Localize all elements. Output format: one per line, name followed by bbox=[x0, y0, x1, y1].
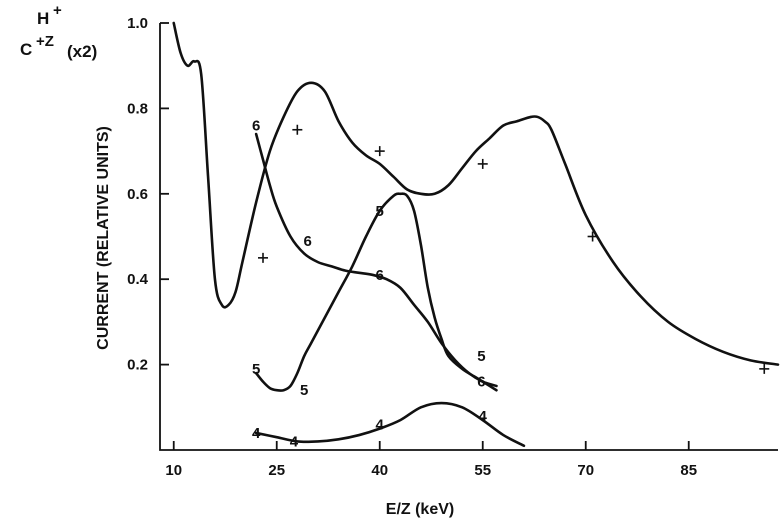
x-tick-label: 85 bbox=[680, 462, 697, 479]
axis-frame bbox=[159, 23, 778, 451]
curve-label: 5 bbox=[376, 203, 384, 220]
x-tick-label: 25 bbox=[268, 462, 285, 479]
curve-label: 4 bbox=[376, 416, 385, 433]
curve-label: 6 bbox=[376, 267, 384, 284]
curve-label: 6 bbox=[477, 374, 485, 391]
legend-c-label: C bbox=[20, 40, 32, 59]
plus-marker bbox=[587, 231, 598, 242]
plus-marker bbox=[477, 158, 488, 169]
curve-label: 6 bbox=[303, 233, 311, 250]
curve-label: 5 bbox=[252, 361, 260, 378]
plus-marker bbox=[258, 252, 268, 263]
legend: H + C +Z (x2) bbox=[20, 2, 97, 61]
curve-label: 6 bbox=[252, 117, 260, 134]
y-tick-label: 0.8 bbox=[127, 100, 148, 117]
curve-label-group: 6 6 6 6 5 5 5 5 4 4 4 4 bbox=[252, 117, 488, 450]
plus-marker bbox=[374, 146, 385, 157]
y-tick-label: 0.6 bbox=[127, 186, 148, 203]
curve-label: 5 bbox=[300, 382, 308, 399]
y-axis-title: CURRENT (RELATIVE UNITS) bbox=[95, 126, 112, 350]
x-tick-label: 10 bbox=[165, 462, 182, 479]
curve-label: 4 bbox=[252, 425, 261, 442]
x-tick-label: 40 bbox=[371, 462, 388, 479]
legend-c-superscript: +Z bbox=[36, 33, 54, 50]
marker-group bbox=[258, 124, 770, 374]
series-c6-plus bbox=[254, 132, 498, 388]
curve-label: 5 bbox=[477, 348, 485, 365]
legend-h-superscript: + bbox=[53, 2, 62, 19]
x-tick-label: 55 bbox=[474, 462, 491, 479]
series-h-plus bbox=[172, 21, 780, 366]
axes bbox=[159, 23, 778, 451]
curve-label: 4 bbox=[290, 433, 299, 450]
curve-label: 4 bbox=[479, 408, 488, 425]
y-tick-label: 0.2 bbox=[127, 357, 148, 374]
x-axis-title: E/Z (keV) bbox=[386, 501, 454, 518]
series-group bbox=[172, 21, 780, 448]
series-c4-plus bbox=[254, 401, 526, 448]
y-tick-label: 1.0 bbox=[127, 15, 148, 32]
legend-h-label: H bbox=[37, 9, 49, 28]
series-c5-plus bbox=[254, 192, 498, 392]
plus-marker bbox=[759, 363, 770, 374]
axis-ticks: 10 25 40 55 70 850.20.40.60.81.0 bbox=[127, 15, 697, 479]
x-tick-label: 70 bbox=[577, 462, 594, 479]
y-tick-label: 0.4 bbox=[127, 271, 149, 288]
legend-c-note: (x2) bbox=[67, 42, 97, 61]
plus-marker bbox=[292, 124, 303, 135]
